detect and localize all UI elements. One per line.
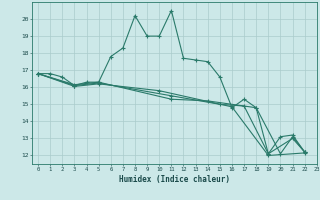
- X-axis label: Humidex (Indice chaleur): Humidex (Indice chaleur): [119, 175, 230, 184]
